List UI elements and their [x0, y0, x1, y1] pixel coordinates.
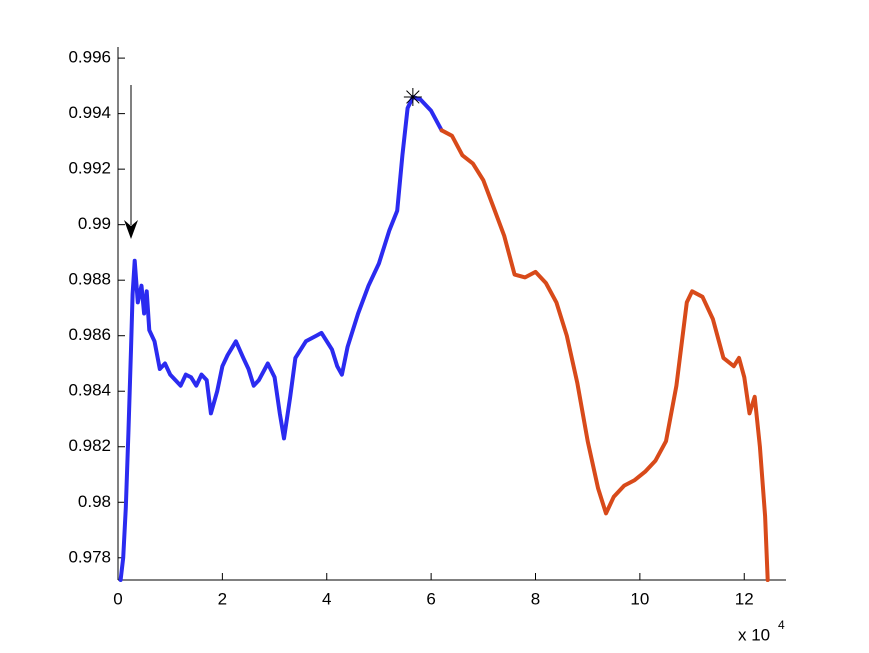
x-tick-label: 6 — [426, 589, 435, 608]
y-tick-label: 0.99 — [78, 214, 111, 233]
y-tick-label: 0.982 — [68, 436, 111, 455]
x-multiplier: x 10 — [738, 625, 770, 644]
x-tick-label: 0 — [113, 589, 122, 608]
y-tick-label: 0.978 — [68, 547, 111, 566]
series-line — [439, 128, 770, 582]
y-tick-label: 0.992 — [68, 159, 111, 178]
x-tick-label: 12 — [735, 589, 754, 608]
x-tick-label: 2 — [218, 589, 227, 608]
x-multiplier-exponent: 4 — [778, 618, 785, 632]
annotation-arrowhead — [124, 220, 138, 239]
max-marker — [403, 87, 422, 106]
x-tick-label: 4 — [322, 589, 331, 608]
y-tick-label: 0.986 — [68, 325, 111, 344]
y-tick-label: 0.988 — [68, 270, 111, 289]
y-tick-label: 0.98 — [78, 492, 111, 511]
y-tick-label: 0.984 — [68, 381, 111, 400]
series-line — [118, 95, 444, 582]
y-tick-label: 0.996 — [68, 48, 111, 67]
x-tick-label: 10 — [630, 589, 649, 608]
y-tick-label: 0.994 — [68, 103, 111, 122]
x-tick-label: 8 — [531, 589, 540, 608]
